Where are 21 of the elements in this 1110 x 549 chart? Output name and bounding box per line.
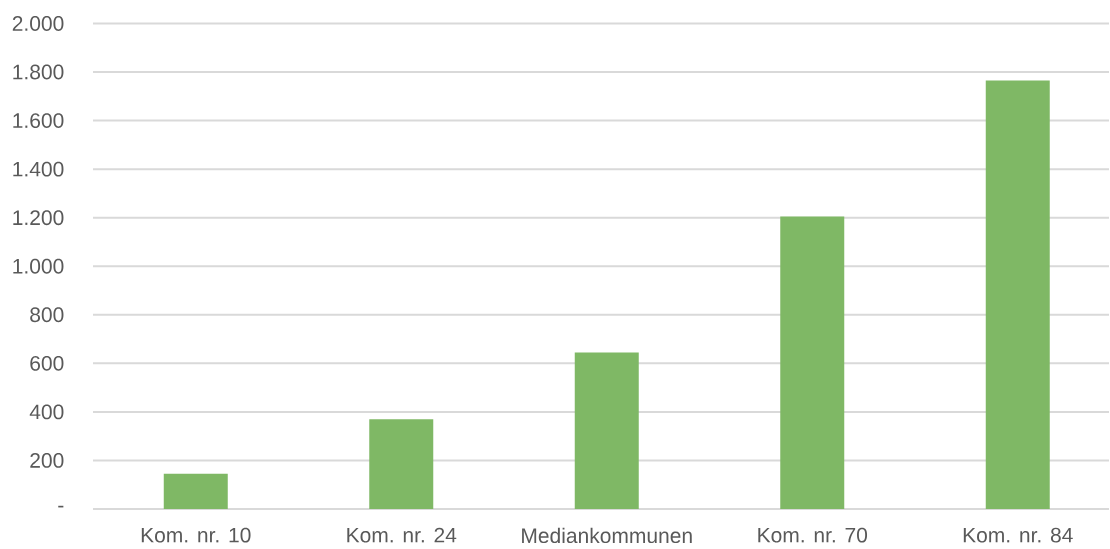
bar — [163, 473, 228, 509]
y-tick-label: 2.000 — [12, 16, 64, 31]
y-tick-label: 1.400 — [13, 161, 64, 177]
bar — [780, 216, 845, 509]
y-tick-label: 400 — [29, 404, 64, 420]
x-tick-label: Mediankommunen — [522, 527, 692, 544]
x-tick-label: Kom. nr. 70 — [758, 527, 868, 543]
x-tick-label: Kom. nr. 84 — [963, 527, 1073, 543]
y-tick-label: 800 — [30, 307, 64, 323]
y-tick-label: 1.800 — [13, 64, 64, 80]
x-tick-label: Kom. nr. 10 — [141, 527, 251, 543]
y-tick-label: 200 — [30, 453, 64, 468]
bar — [574, 352, 639, 509]
y-tick-label: 1.600 — [13, 113, 64, 129]
y-tick-label: - — [58, 505, 64, 508]
bar — [369, 419, 434, 509]
y-tick-label: 600 — [30, 355, 64, 371]
y-tick-label: 1.200 — [13, 210, 64, 226]
bar — [985, 80, 1050, 509]
y-tick-label: 1.000 — [13, 258, 64, 274]
x-tick-label: Kom. nr. 24 — [347, 527, 457, 543]
